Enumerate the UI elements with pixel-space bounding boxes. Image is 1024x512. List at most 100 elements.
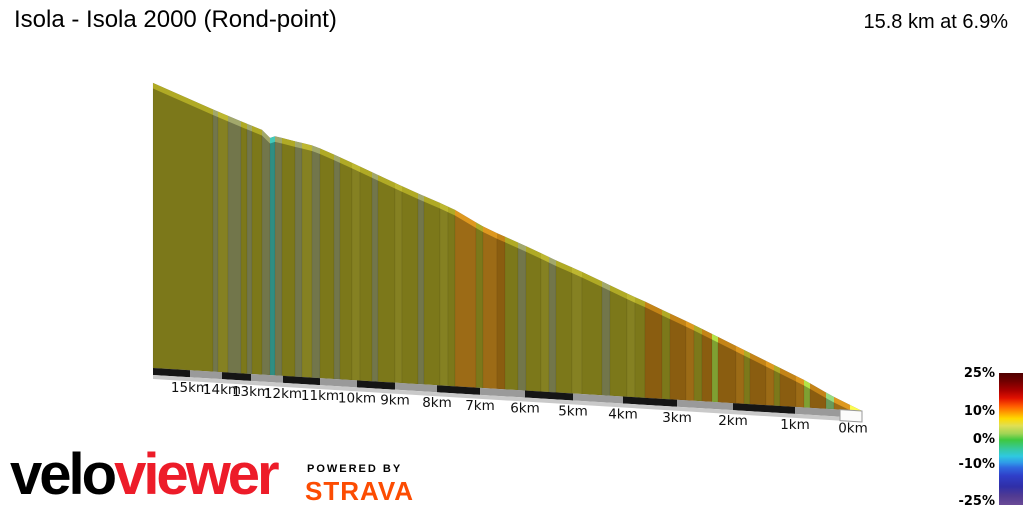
profile-top-bevel (826, 392, 834, 403)
profile-bar (540, 252, 550, 393)
veloviewer-logo-viewer: viewer (114, 442, 280, 507)
profile-top-bevel (334, 154, 340, 163)
x-axis-tick-label: 1km (780, 417, 810, 433)
x-axis-tick-label: 12km (264, 386, 302, 402)
profile-top-bevel (312, 145, 320, 154)
gradient-legend-bar (999, 373, 1023, 505)
profile-top-bevel (774, 365, 780, 374)
x-axis-segment (573, 393, 623, 404)
profile-top-bevel (360, 166, 372, 178)
profile-bar (644, 301, 663, 400)
profile-top-bevel (645, 301, 662, 316)
profile-top-bevel (241, 121, 247, 130)
x-axis-end-cap (839, 409, 863, 423)
profile-bar (339, 156, 353, 381)
profile-bar (439, 202, 449, 387)
profile-top-bevel (352, 162, 360, 173)
profile-top-bevel (686, 321, 694, 331)
profile-top-bevel (556, 260, 572, 273)
profile-bar (333, 154, 341, 380)
x-axis-segment (251, 373, 283, 383)
x-axis-segment (320, 378, 357, 388)
profile-top-bevel (804, 380, 810, 389)
profile-bar (601, 281, 611, 397)
x-axis-tick-label: 11km (301, 388, 339, 404)
profile-top-bevel (295, 141, 302, 149)
profile-top-bevel (718, 337, 736, 352)
profile-top-bevel (694, 325, 702, 335)
x-axis-tick-label: 3km (662, 410, 692, 426)
profile-bar (294, 141, 303, 378)
x-axis-tick-label: 7km (465, 398, 495, 414)
profile-top-bevel (526, 246, 541, 259)
profile-top-bevel (518, 242, 526, 252)
profile-top-bevel (275, 136, 282, 144)
x-axis-tick-label: 8km (422, 395, 452, 411)
profile-bar (571, 267, 583, 395)
profile-top-bevel (378, 175, 395, 189)
profile-bar (301, 142, 313, 378)
profile-bar (311, 145, 321, 379)
profile-top-bevel (402, 186, 418, 199)
profile-top-bevel (662, 309, 670, 320)
profile-bar (417, 193, 425, 385)
strava-logo[interactable]: STRAVA (305, 476, 415, 506)
profile-top-bevel (448, 206, 455, 216)
x-axis-segment (222, 372, 251, 381)
profile-bar (359, 166, 373, 382)
profile-bar (555, 259, 573, 394)
x-axis-tick-label: 15km (171, 380, 209, 396)
x-axis-segment (437, 385, 480, 395)
profile-top-bevel (582, 271, 602, 288)
x-axis-tick-label: 13km (232, 384, 270, 400)
profile-bar (525, 245, 542, 392)
profile-bar (517, 242, 527, 391)
x-axis-segment (480, 387, 525, 398)
x-axis-segment (677, 399, 733, 411)
profile-bar (548, 256, 557, 393)
profile-top-bevel (218, 111, 228, 122)
profile-top-bevel (153, 83, 213, 116)
profile-top-bevel (497, 233, 505, 243)
veloviewer-logo[interactable]: veloviewer (10, 446, 280, 504)
profile-top-bevel (572, 267, 582, 278)
veloviewer-logo-velo: velo (10, 442, 117, 507)
profile-top-bevel (549, 257, 556, 266)
profile-top-bevel (670, 313, 686, 327)
route-summary: 15.8 km at 6.9% (863, 11, 1008, 33)
profile-top-bevel (372, 172, 378, 181)
profile-bar (504, 236, 519, 391)
profile-bar (634, 296, 646, 399)
x-axis-segment (795, 406, 853, 418)
profile-top-bevel (455, 210, 476, 228)
profile-top-bevel (262, 130, 270, 144)
powered-by-label: POWERED BY (307, 463, 403, 475)
profile-bar (581, 271, 603, 396)
x-axis-segment (190, 370, 222, 380)
profile-bar (269, 135, 276, 376)
profile-top-bevel (712, 334, 718, 343)
profile-top-bevel (282, 138, 295, 147)
legend-tick-label: -10% (958, 457, 995, 473)
profile-top-bevel (213, 109, 218, 118)
profile-top-bevel (602, 281, 610, 291)
x-axis-segment (153, 368, 190, 378)
profile-bar (423, 195, 441, 386)
x-axis-tick-label: 5km (558, 403, 588, 419)
profile-top-bevel (418, 193, 424, 202)
profile-bar (251, 125, 263, 375)
x-axis-segment (733, 403, 795, 414)
profile-top-bevel (440, 203, 448, 213)
profile-bar (212, 109, 219, 373)
profile-bar (394, 182, 403, 384)
profile-top-bevel (476, 222, 483, 232)
profile-top-bevel (750, 353, 766, 367)
profile-bar (482, 226, 498, 390)
x-axis-segment (357, 380, 395, 390)
profile-bar (261, 129, 271, 376)
profile-bar (274, 135, 283, 377)
profile-top-bevel (744, 350, 750, 359)
x-axis-segment (623, 396, 677, 407)
profile-top-bevel (340, 157, 352, 169)
profile-bar (496, 232, 506, 390)
